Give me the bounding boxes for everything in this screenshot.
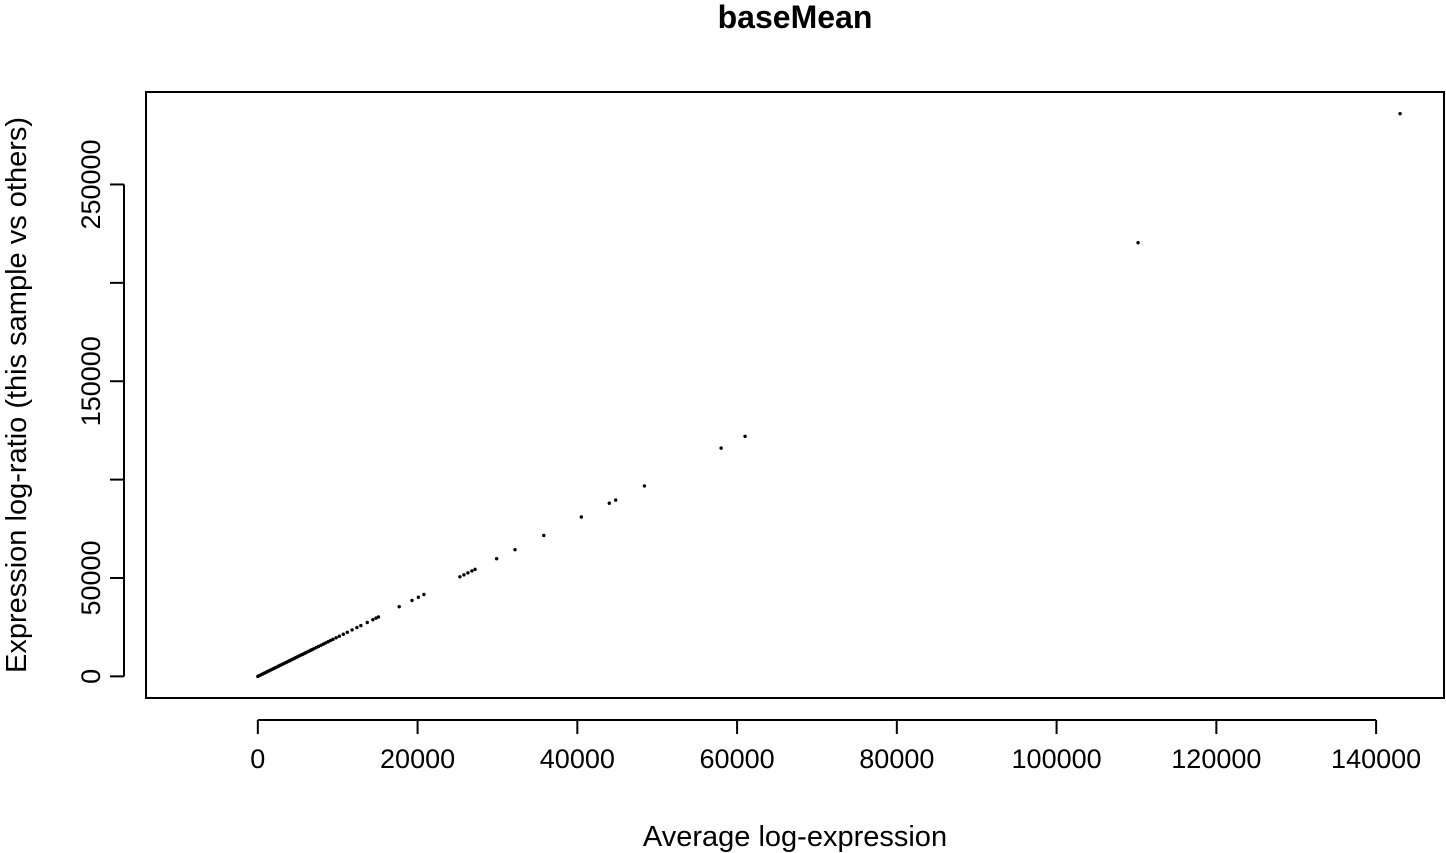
x-axis: 0 20000 40000 60000 80000 100000 120000 140000	[250, 719, 1421, 774]
chart-title: baseMean	[718, 0, 873, 35]
data-point	[1136, 241, 1140, 245]
data-point	[473, 567, 477, 572]
data-point	[341, 632, 345, 636]
data-point	[359, 623, 363, 628]
data-point	[743, 434, 747, 439]
y-tick-label: 250000	[76, 139, 106, 229]
data-point	[542, 533, 546, 538]
x-tick-label: 0	[250, 744, 265, 774]
data-point	[416, 595, 421, 599]
x-tick-label: 80000	[859, 744, 934, 774]
data-point	[642, 484, 647, 488]
data-point	[494, 556, 499, 561]
data-point	[458, 575, 462, 579]
data-point	[410, 598, 414, 603]
x-tick-label: 120000	[1171, 744, 1261, 774]
data-point	[350, 628, 354, 632]
data-point	[371, 617, 375, 622]
data-point	[1398, 111, 1402, 116]
data-point	[397, 605, 401, 609]
y-axis: 0 50000 150000 250000	[76, 139, 125, 684]
data-point	[331, 637, 335, 642]
y-tick-label: 0	[76, 669, 106, 684]
data-point	[422, 592, 426, 597]
x-tick-label: 40000	[540, 744, 615, 774]
y-tick-label: 150000	[76, 336, 106, 426]
data-point	[719, 446, 723, 450]
y-tick-label: 50000	[76, 540, 106, 615]
data-points	[256, 111, 1402, 679]
x-tick-label: 60000	[700, 744, 775, 774]
y-axis-title: Expression log-ratio (this sample vs oth…	[1, 117, 33, 673]
data-point	[466, 571, 470, 575]
x-tick-label: 140000	[1331, 744, 1421, 774]
data-point	[462, 573, 466, 577]
data-point	[355, 625, 359, 630]
data-point	[513, 547, 517, 552]
data-point	[365, 620, 369, 625]
data-point	[579, 515, 584, 519]
x-axis-title: Average log-expression	[643, 821, 947, 853]
data-point	[607, 501, 611, 505]
data-point	[334, 636, 338, 640]
data-point	[613, 498, 618, 502]
x-tick-label: 20000	[380, 744, 455, 774]
data-point	[345, 630, 349, 634]
plot-frame	[145, 91, 1445, 699]
data-point	[376, 615, 381, 619]
x-tick-label: 100000	[1012, 744, 1102, 774]
data-point	[337, 634, 342, 638]
data-point	[470, 569, 474, 573]
